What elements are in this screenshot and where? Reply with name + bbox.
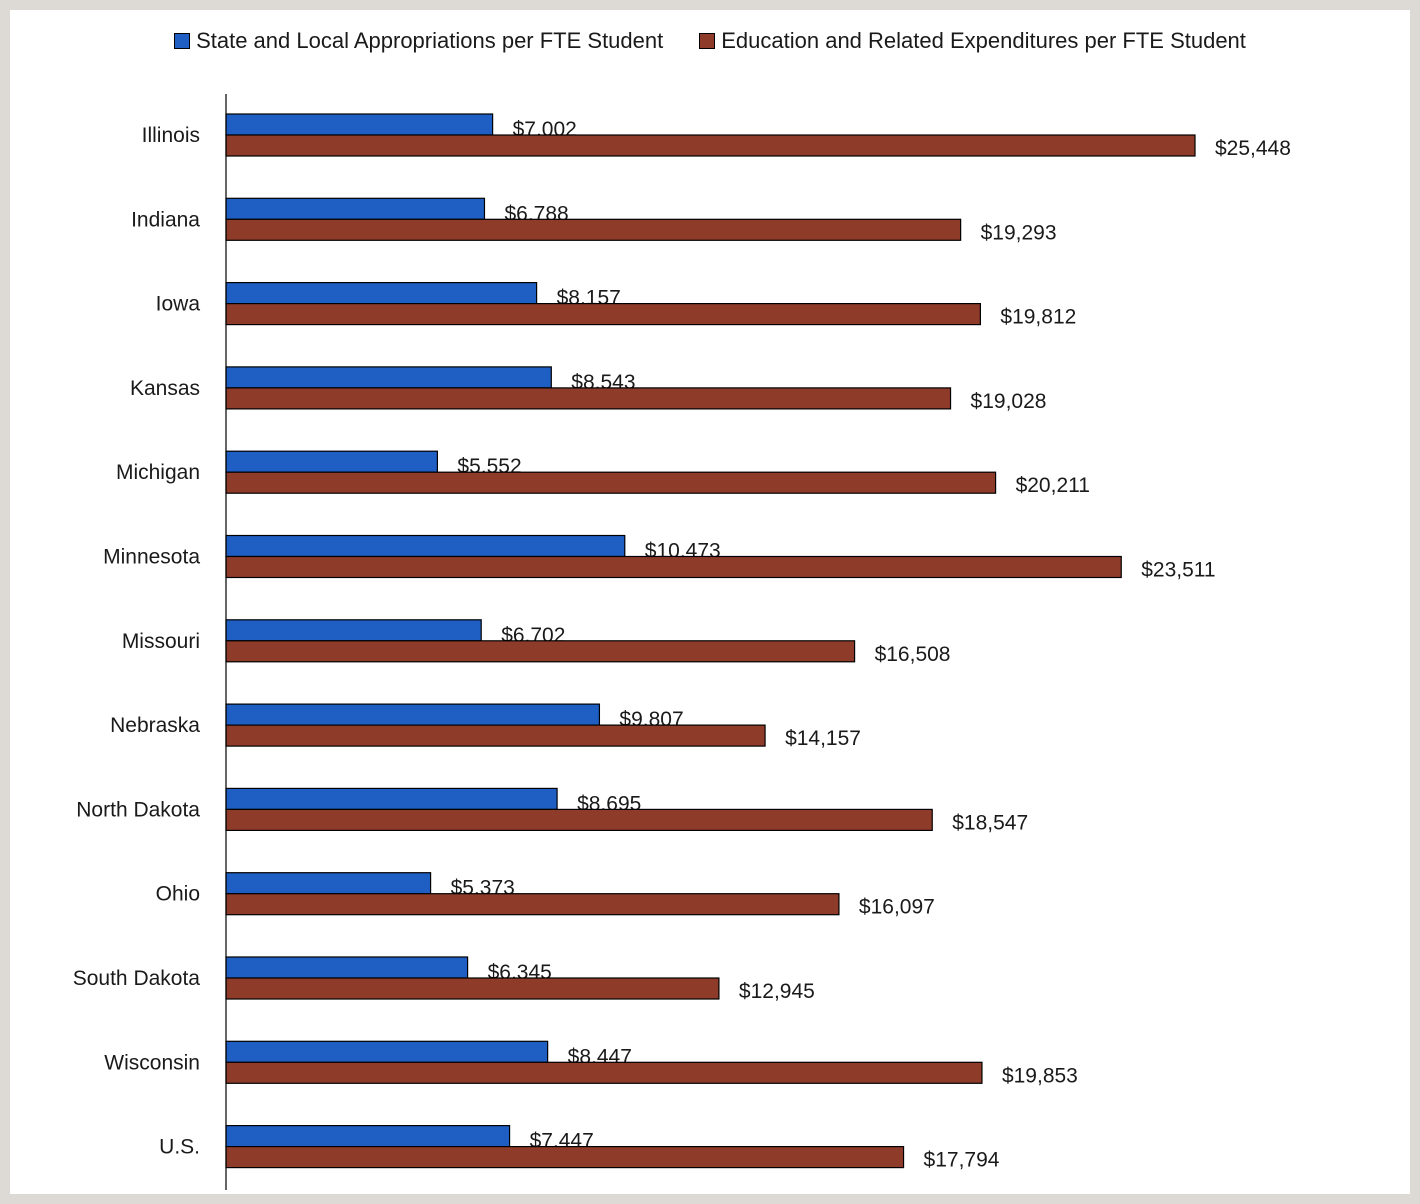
category-label-minnesota: Minnesota xyxy=(103,546,200,569)
appropriations-bar-indiana xyxy=(225,197,486,220)
category-label-u-s: U.S. xyxy=(159,1136,200,1159)
appropriations-bar-ohio xyxy=(225,872,432,895)
expenditures-value-label-u-s: $17,794 xyxy=(924,1149,1000,1172)
category-label-michigan: Michigan xyxy=(116,461,200,484)
expenditures-bar-wisconsin xyxy=(225,1061,983,1084)
category-label-iowa: Iowa xyxy=(156,293,201,316)
expenditures-value-label-minnesota: $23,511 xyxy=(1141,559,1215,582)
expenditures-value-label-iowa: $19,812 xyxy=(1000,306,1076,329)
appropriations-bar-kansas xyxy=(225,366,552,389)
chart-legend: State and Local Appropriations per FTE S… xyxy=(0,28,1420,54)
appropriations-bar-michigan xyxy=(225,450,439,473)
legend-item-appropriations: State and Local Appropriations per FTE S… xyxy=(174,28,663,54)
expenditures-value-label-south-dakota: $12,945 xyxy=(739,980,815,1003)
expenditures-bar-michigan xyxy=(225,471,997,494)
category-label-north-dakota: North Dakota xyxy=(76,798,200,821)
legend-swatch-expenditures xyxy=(699,33,716,49)
appropriations-bar-missouri xyxy=(225,619,482,642)
expenditures-value-label-nebraska: $14,157 xyxy=(785,727,861,750)
expenditures-value-label-illinois: $25,448 xyxy=(1215,137,1291,160)
expenditures-bar-ohio xyxy=(225,893,840,916)
appropriations-bar-minnesota xyxy=(225,534,626,558)
category-label-missouri: Missouri xyxy=(122,630,200,653)
legend-label-expenditures: Education and Related Expenditures per F… xyxy=(721,28,1246,53)
appropriations-bar-u-s xyxy=(225,1124,511,1148)
expenditures-value-label-kansas: $19,028 xyxy=(971,390,1047,413)
category-label-indiana: Indiana xyxy=(131,208,200,231)
appropriations-bar-nebraska xyxy=(225,703,601,726)
category-label-kansas: Kansas xyxy=(130,377,200,400)
legend-label-appropriations: State and Local Appropriations per FTE S… xyxy=(196,28,664,53)
appropriations-bar-south-dakota xyxy=(225,956,469,979)
appropriations-bar-illinois xyxy=(225,113,494,136)
appropriations-bar-iowa xyxy=(225,282,538,305)
expenditures-bar-south-dakota xyxy=(225,977,720,1000)
expenditures-bar-nebraska xyxy=(225,724,766,747)
legend-swatch-appropriations xyxy=(174,33,191,49)
expenditures-value-label-wisconsin: $19,853 xyxy=(1002,1064,1078,1087)
expenditures-value-label-north-dakota: $18,547 xyxy=(952,811,1028,834)
expenditures-bar-iowa xyxy=(225,303,981,326)
category-label-nebraska: Nebraska xyxy=(110,714,200,737)
expenditures-bar-north-dakota xyxy=(225,808,933,832)
expenditures-bar-missouri xyxy=(225,640,856,663)
legend-item-expenditures: Education and Related Expenditures per F… xyxy=(699,28,1246,54)
expenditures-value-label-ohio: $16,097 xyxy=(859,896,935,919)
expenditures-bar-illinois xyxy=(225,134,1196,157)
expenditures-value-label-michigan: $20,211 xyxy=(1016,474,1090,497)
category-label-illinois: Illinois xyxy=(142,124,200,147)
expenditures-bar-indiana xyxy=(225,218,962,241)
expenditures-bar-u-s xyxy=(225,1145,905,1169)
category-label-ohio: Ohio xyxy=(156,883,200,906)
expenditures-value-label-missouri: $16,508 xyxy=(875,643,951,666)
category-label-south-dakota: South Dakota xyxy=(73,967,201,990)
expenditures-value-label-indiana: $19,293 xyxy=(981,221,1057,244)
appropriations-bar-north-dakota xyxy=(225,787,558,811)
expenditures-bar-minnesota xyxy=(225,555,1122,579)
expenditures-bar-kansas xyxy=(225,387,952,410)
appropriations-bar-wisconsin xyxy=(225,1040,549,1063)
category-label-wisconsin: Wisconsin xyxy=(104,1051,200,1074)
